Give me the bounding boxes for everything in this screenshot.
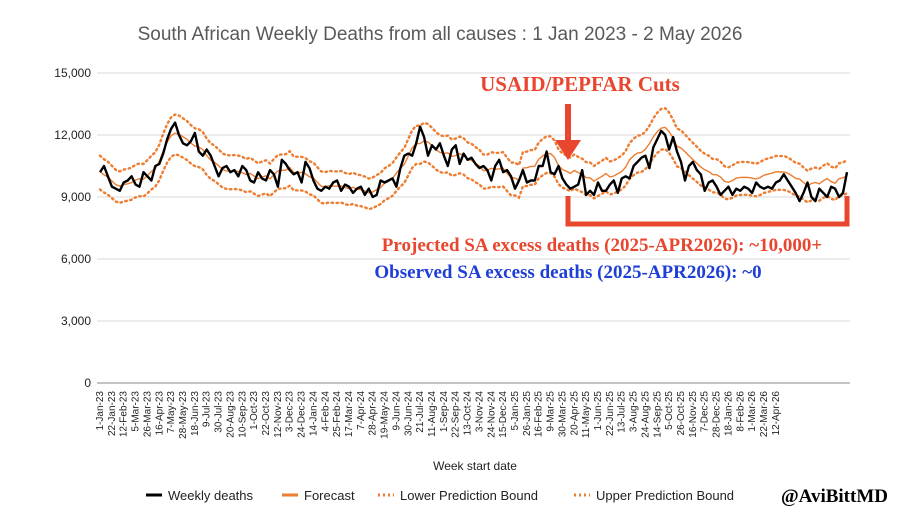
y-tick-label: 3,000 bbox=[61, 314, 91, 328]
legend-item-lower-bound: Lower Prediction Bound bbox=[378, 488, 538, 503]
x-tick-label: 5-Oct-25 bbox=[664, 391, 675, 430]
x-tick-label: 22-Mar-26 bbox=[759, 391, 770, 438]
x-tick-label: 13-Jul-25 bbox=[617, 391, 628, 433]
series-upper-bound bbox=[98, 106, 849, 180]
x-tick-label: 30-Jul-23 bbox=[214, 391, 225, 433]
x-tick-label: 13-Oct-24 bbox=[463, 391, 474, 436]
x-tick-label: 7-Apr-24 bbox=[356, 391, 367, 430]
x-tick-label: 19-May-24 bbox=[380, 391, 391, 439]
x-tick-label: 5-Mar-23 bbox=[131, 391, 142, 432]
x-tick-label: 9-Mar-25 bbox=[546, 391, 557, 432]
x-tick-label: 7-Dec-25 bbox=[700, 391, 711, 433]
y-tick-label: 9,000 bbox=[61, 190, 91, 204]
legend-item-forecast: Forecast bbox=[282, 488, 355, 503]
x-tick-label: 22-Jan-23 bbox=[107, 391, 118, 436]
legend-item-weekly-deaths: Weekly deaths bbox=[146, 488, 254, 503]
y-tick-label: 0 bbox=[84, 376, 91, 390]
x-tick-label: 16-Apr-23 bbox=[154, 391, 165, 436]
x-tick-label: 1-Jan-23 bbox=[95, 391, 106, 431]
legend: Weekly deaths Forecast Lower Prediction … bbox=[146, 488, 734, 503]
x-tick-label: 26-Oct-25 bbox=[676, 391, 687, 436]
x-tick-label: 1-Sep-24 bbox=[439, 391, 450, 433]
x-tick-label: 3-Dec-23 bbox=[285, 391, 296, 433]
annotation-bracket bbox=[565, 196, 850, 227]
y-tick-label: 6,000 bbox=[61, 252, 91, 266]
x-tick-label: 26-Jan-25 bbox=[522, 391, 533, 436]
x-tick-label: 5-Jan-25 bbox=[510, 391, 521, 431]
series-weekly-deaths bbox=[98, 121, 849, 203]
series-layer bbox=[98, 106, 849, 211]
x-tick-label: 1-Jun-25 bbox=[593, 391, 604, 431]
y-tick-label: 15,000 bbox=[54, 66, 91, 80]
x-tick-label: 16-Feb-25 bbox=[534, 391, 545, 438]
x-tick-label: 18-Jun-23 bbox=[190, 391, 201, 436]
x-tick-label: 24-Dec-23 bbox=[297, 391, 308, 438]
annotation-observed: Observed SA excess deaths (2025-APR2026)… bbox=[374, 262, 761, 283]
series-lower-bound bbox=[98, 147, 849, 211]
y-axis-ticks: 0 3,000 6,000 9,000 12,000 15,000 bbox=[54, 66, 91, 390]
x-tick-label: 10-Sep-23 bbox=[237, 391, 248, 438]
x-tick-label: 20-Aug-23 bbox=[225, 391, 236, 438]
x-tick-label: 30-Jun-24 bbox=[403, 391, 414, 436]
annotation-arrow bbox=[555, 104, 581, 160]
x-tick-label: 22-Sep-24 bbox=[451, 391, 462, 438]
chart-title: South African Weekly Deaths from all cau… bbox=[138, 24, 743, 45]
annotation-projected: Projected SA excess deaths (2025-APR2026… bbox=[382, 235, 822, 256]
x-tick-label: 3-Aug-25 bbox=[629, 391, 640, 433]
x-axis-ticks: 1-Jan-23 22-Jan-23 12-Feb-23 5-Mar-23 26-Mar… bbox=[95, 391, 782, 439]
x-tick-label: 24-Nov-24 bbox=[486, 391, 497, 438]
legend-label-upper-bound: Upper Prediction Bound bbox=[596, 488, 734, 503]
x-axis-label: Week start date bbox=[433, 459, 517, 473]
x-tick-label: 28-Dec-25 bbox=[712, 391, 723, 438]
x-tick-label: 14-Jan-24 bbox=[308, 391, 319, 436]
x-tick-label: 26-Mar-23 bbox=[142, 391, 153, 438]
x-tick-label: 18-Jan-26 bbox=[723, 391, 734, 436]
x-tick-label: 12-Nov-23 bbox=[273, 391, 284, 438]
x-tick-label: 7-May-23 bbox=[166, 391, 177, 434]
x-tick-label: 1-Oct-23 bbox=[249, 391, 260, 430]
x-tick-label: 21-Jul-24 bbox=[415, 391, 426, 433]
x-tick-label: 17-Mar-24 bbox=[344, 391, 355, 438]
gridlines bbox=[97, 72, 850, 384]
legend-item-upper-bound: Upper Prediction Bound bbox=[574, 488, 734, 503]
x-tick-label: 14-Sep-25 bbox=[652, 391, 663, 438]
x-tick-label: 22-Jun-25 bbox=[605, 391, 616, 436]
x-tick-label: 9-Jul-23 bbox=[202, 391, 213, 428]
legend-label-weekly-deaths: Weekly deaths bbox=[168, 488, 254, 503]
x-tick-label: 22-Oct-23 bbox=[261, 391, 272, 436]
legend-label-lower-bound: Lower Prediction Bound bbox=[400, 488, 538, 503]
x-tick-label: 15-Dec-24 bbox=[498, 391, 509, 438]
x-tick-label: 12-Feb-23 bbox=[119, 391, 130, 438]
x-tick-label: 16-Nov-25 bbox=[688, 391, 699, 438]
legend-label-forecast: Forecast bbox=[304, 488, 355, 503]
x-tick-label: 4-Feb-24 bbox=[320, 391, 331, 432]
annotation-usaid-cuts: USAID/PEPFAR Cuts bbox=[480, 72, 680, 96]
y-tick-label: 12,000 bbox=[54, 128, 91, 142]
x-tick-label: 30-Mar-25 bbox=[557, 391, 568, 438]
x-tick-label: 20-Apr-25 bbox=[569, 391, 580, 436]
x-tick-label: 9-Jun-24 bbox=[391, 391, 402, 431]
x-tick-label: 28-Apr-24 bbox=[368, 391, 379, 436]
x-tick-label: 28-May-23 bbox=[178, 391, 189, 439]
x-tick-label: 12-Apr-26 bbox=[771, 391, 782, 436]
watermark-handle: @AviBittMD bbox=[781, 486, 888, 507]
x-tick-label: 24-Aug-25 bbox=[640, 391, 651, 438]
x-tick-label: 1-Mar-26 bbox=[747, 391, 758, 432]
x-tick-label: 8-Feb-26 bbox=[735, 391, 746, 432]
x-tick-label: 3-Nov-24 bbox=[474, 391, 485, 433]
x-tick-label: 25-Feb-24 bbox=[332, 391, 343, 438]
x-tick-label: 11-May-25 bbox=[581, 391, 592, 438]
x-tick-label: 11-Aug-24 bbox=[427, 391, 438, 437]
